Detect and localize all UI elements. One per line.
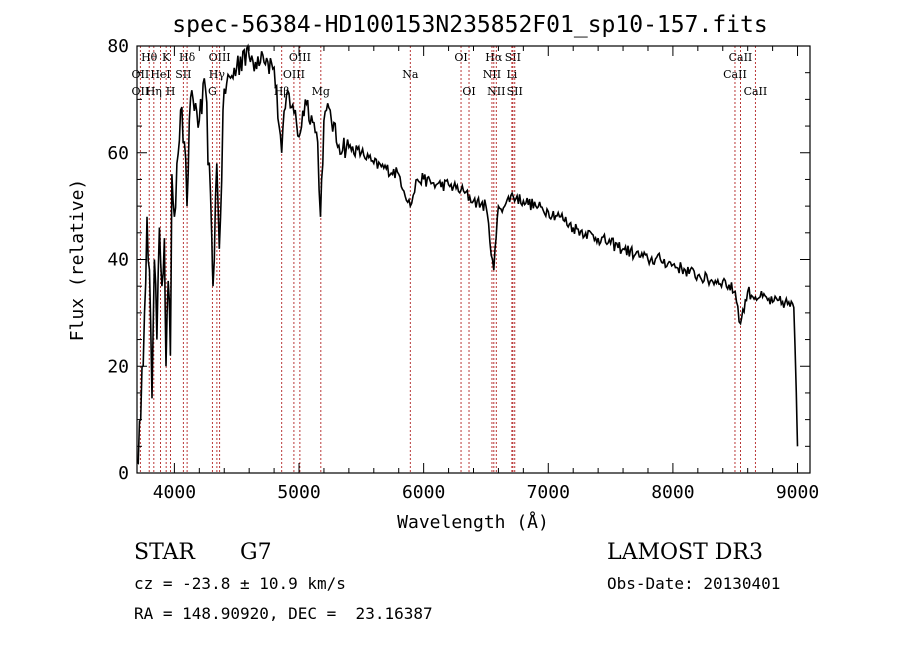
spectral-line-label: Mg — [312, 85, 330, 98]
spectral-line-label: NII — [487, 85, 505, 98]
spectral-line-label: OIII — [289, 51, 311, 64]
spectral-line-label: Hα — [485, 51, 503, 64]
y-tick-label: 80 — [107, 36, 129, 57]
spectral-line-label: HeI — [150, 68, 170, 81]
spectral-subclass: G7 — [240, 540, 272, 565]
x-axis-label: Wavelength (Å) — [397, 511, 549, 533]
spectral-line-label: SII — [505, 51, 521, 64]
x-tick-label: 7000 — [527, 482, 570, 503]
spectral-line-label: G — [208, 85, 217, 98]
axis-ticks: 4000 5000 6000 7000 8000 9000 0 20 40 60 80 — [107, 36, 819, 503]
x-tick-label: 9000 — [776, 482, 819, 503]
y-tick-label: 60 — [107, 143, 129, 164]
coordinates: RA = 148.90920, DEC = 23.16387 — [134, 604, 433, 623]
spectral-line-label: Li — [506, 68, 517, 81]
spectral-line-label: H — [166, 85, 176, 98]
spectral-line-label: OI — [462, 85, 475, 98]
chart-title: spec-56384-HD100153N235852F01_sp10-157.f… — [172, 12, 767, 38]
x-tick-label: 6000 — [402, 482, 445, 503]
spectrum-line — [136, 43, 799, 465]
spectral-line-label: OII — [132, 68, 150, 81]
x-tick-label: 4000 — [153, 482, 196, 503]
y-tick-label: 0 — [118, 463, 129, 484]
x-tick-label: 8000 — [651, 482, 694, 503]
spectral-line-label: OIII — [283, 68, 305, 81]
spectral-line-label: Hγ — [209, 68, 226, 81]
x-tick-label: 5000 — [277, 482, 320, 503]
spectral-line-label: Hδ — [179, 51, 196, 64]
survey-name: LAMOST DR3 — [607, 540, 763, 565]
y-tick-label: 20 — [107, 356, 129, 377]
spectral-line-label: SII — [507, 85, 523, 98]
spectral-line-label: SII — [175, 68, 191, 81]
spectral-line-label: Hθ — [141, 51, 158, 64]
spectral-line-label: OIII — [209, 51, 231, 64]
y-tick-label: 40 — [107, 250, 129, 271]
object-class: STAR — [134, 540, 195, 565]
spectral-line-label: OII — [132, 85, 150, 98]
observation-date: Obs-Date: 20130401 — [607, 574, 781, 593]
spectral-line-label: NII — [483, 68, 501, 81]
spectral-line-label: CaII — [744, 85, 768, 98]
plot-frame — [136, 45, 811, 474]
spectral-line-label: Hη — [146, 85, 162, 98]
redshift-velocity: cz = -23.8 ± 10.9 km/s — [134, 574, 346, 593]
spectral-line-label: K — [162, 51, 171, 64]
spectral-line-label: CaII — [729, 51, 753, 64]
y-axis-label: Flux (relative) — [67, 179, 88, 342]
spectral-line-label: Na — [402, 68, 419, 81]
spectral-line-label: CaII — [723, 68, 747, 81]
spectral-line-label: OI — [454, 51, 467, 64]
